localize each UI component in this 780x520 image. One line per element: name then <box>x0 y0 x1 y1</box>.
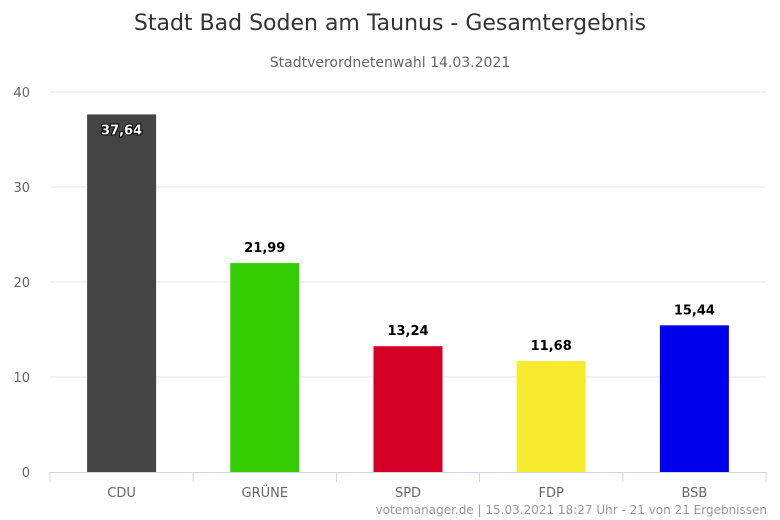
bar-grüne[interactable] <box>230 263 300 472</box>
bars: 37,64 21,99 13,24 11,68 15,44 <box>87 114 729 473</box>
y-axis: 0 10 20 30 40 <box>13 86 30 481</box>
x-axis: CDU GRÜNE SPD FDP BSB <box>49 472 767 501</box>
bar-bsb[interactable] <box>659 325 729 472</box>
x-tick-label: CDU <box>107 486 136 501</box>
y-tick-label: 10 <box>13 371 30 386</box>
data-label: 37,64 <box>101 123 142 138</box>
data-label: 21,99 <box>244 241 285 256</box>
y-tick-label: 0 <box>22 466 30 481</box>
x-tick-label: GRÜNE <box>242 484 289 501</box>
chart-title: Stadt Bad Soden am Taunus - Gesamtergebn… <box>134 11 646 36</box>
x-tick-label: SPD <box>395 486 421 501</box>
bar-spd[interactable] <box>373 346 443 472</box>
bar-cdu[interactable] <box>87 114 157 473</box>
y-tick-label: 40 <box>13 86 30 101</box>
data-label: 11,68 <box>531 339 572 354</box>
y-tick-label: 30 <box>13 181 30 196</box>
bar-fdp[interactable] <box>516 361 586 472</box>
y-tick-label: 20 <box>13 276 30 291</box>
x-tick-label: BSB <box>681 486 707 501</box>
x-tick-label: FDP <box>539 486 564 501</box>
data-label: 15,44 <box>674 303 715 318</box>
credit-text[interactable]: votemanager.de | 15.03.2021 18:27 Uhr - … <box>376 503 767 517</box>
data-label: 13,24 <box>387 324 428 339</box>
chart-subtitle: Stadtverordnetenwahl 14.03.2021 <box>270 55 511 71</box>
